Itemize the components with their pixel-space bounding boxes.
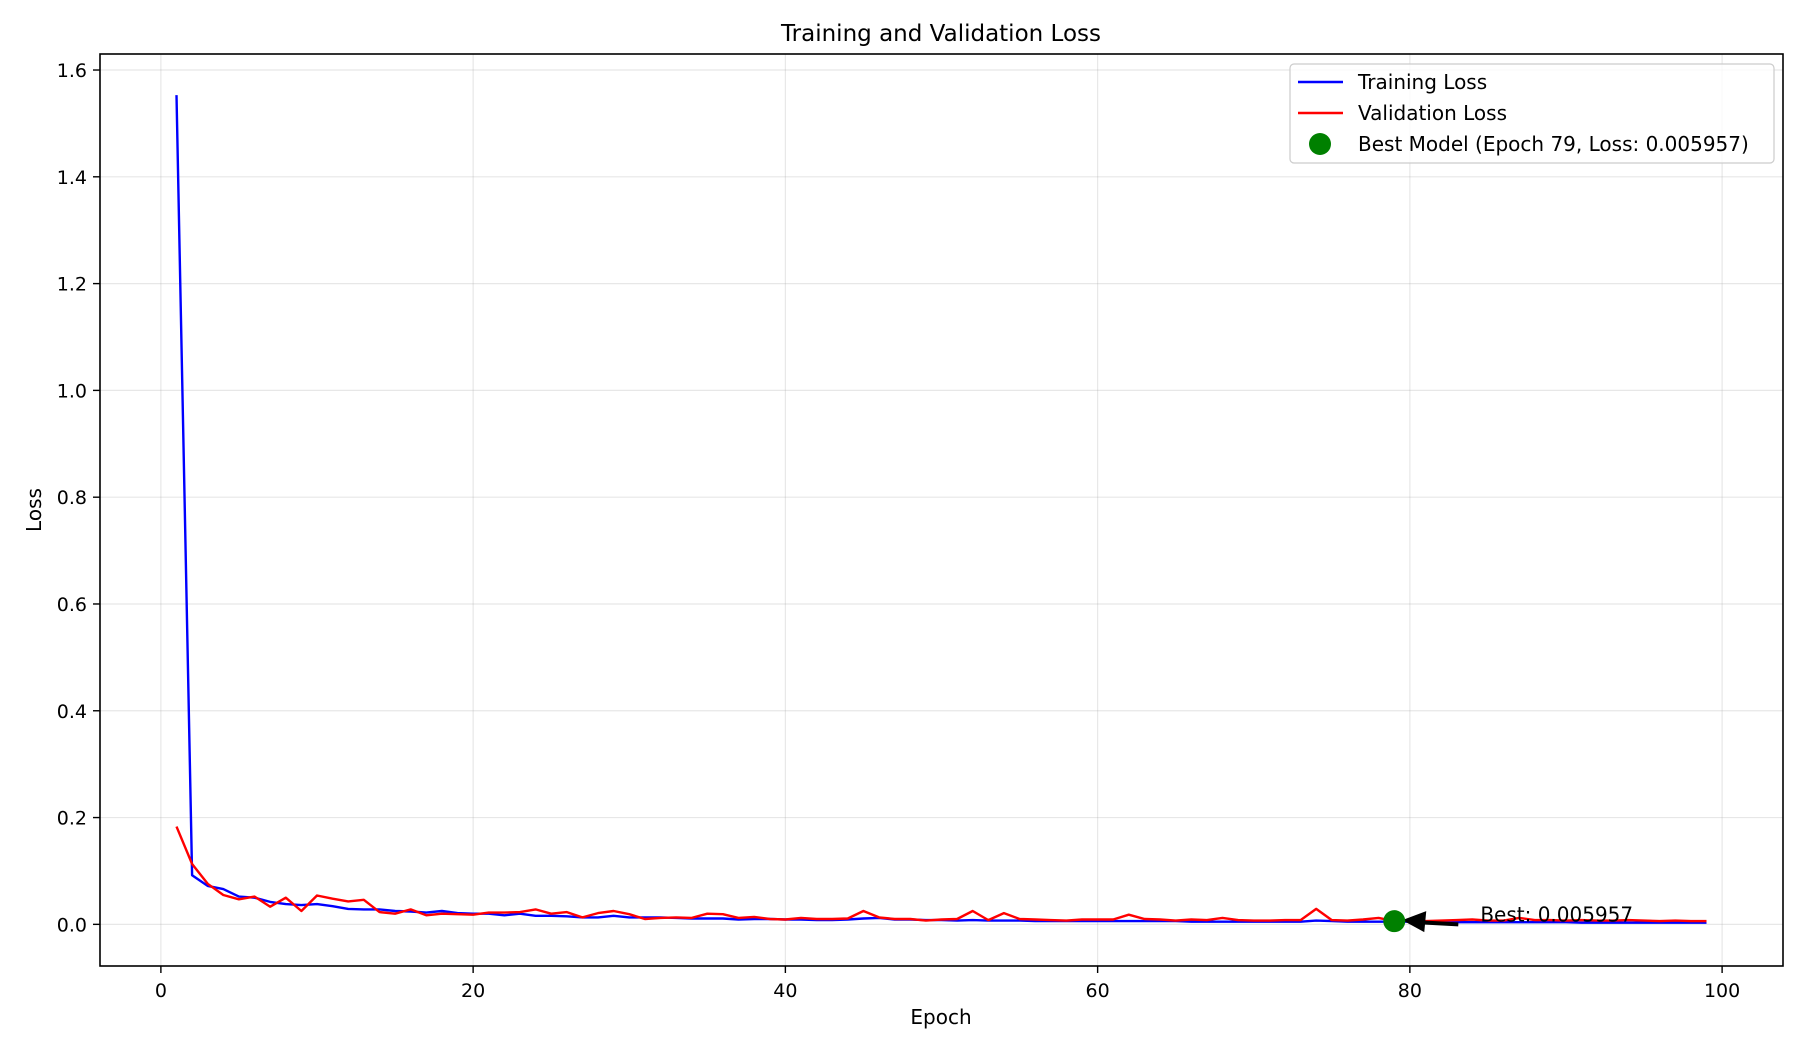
series-line-validation-loss [175, 826, 1707, 923]
x-axis-label: Epoch [910, 1005, 971, 1029]
x-tick-label: 20 [461, 980, 485, 1002]
legend-box [1289, 63, 1775, 164]
x-axis-ticks: 0 20 40 60 80 100 [155, 966, 1740, 1002]
y-tick-label: 1.0 [57, 380, 87, 402]
y-tick-label: 1.2 [57, 274, 87, 296]
legend: Training Loss Validation Loss Best Model… [1289, 63, 1775, 164]
x-tick-label: 40 [773, 980, 797, 1002]
best-model-marker [1383, 910, 1406, 933]
legend-label-best-model: Best Model (Epoch 79, Loss: 0.005957) [1358, 132, 1749, 156]
y-axis-label: Loss [22, 488, 46, 532]
y-tick-label: 1.6 [57, 60, 87, 82]
plot-frame [99, 53, 1784, 967]
y-tick-label: 0.2 [57, 808, 87, 830]
x-tick-label: 100 [1704, 980, 1740, 1002]
y-tick-label: 0.6 [57, 594, 87, 616]
legend-label-validation-loss: Validation Loss [1358, 101, 1507, 125]
x-tick-label: 80 [1398, 980, 1422, 1002]
y-axis-ticks: 0.0 0.2 0.4 0.6 0.8 1.0 1.2 1.4 1.6 [57, 60, 100, 936]
y-tick-label: 1.4 [57, 167, 87, 189]
grid [100, 54, 1783, 966]
x-tick-label: 0 [155, 980, 167, 1002]
y-tick-label: 0.0 [57, 914, 87, 936]
legend-label-training-loss: Training Loss [1357, 70, 1487, 94]
y-tick-label: 0.8 [57, 487, 87, 509]
chart-title: Training and Validation Loss [780, 21, 1101, 47]
annotation-text: Best: 0.005957 [1480, 902, 1633, 926]
annotation-layer: Best: 0.005957 [1383, 902, 1633, 933]
y-tick-label: 0.4 [57, 701, 87, 723]
legend-swatch-best-model [1309, 133, 1331, 155]
x-tick-label: 60 [1086, 980, 1110, 1002]
annotation-arrow-head [1402, 911, 1427, 933]
